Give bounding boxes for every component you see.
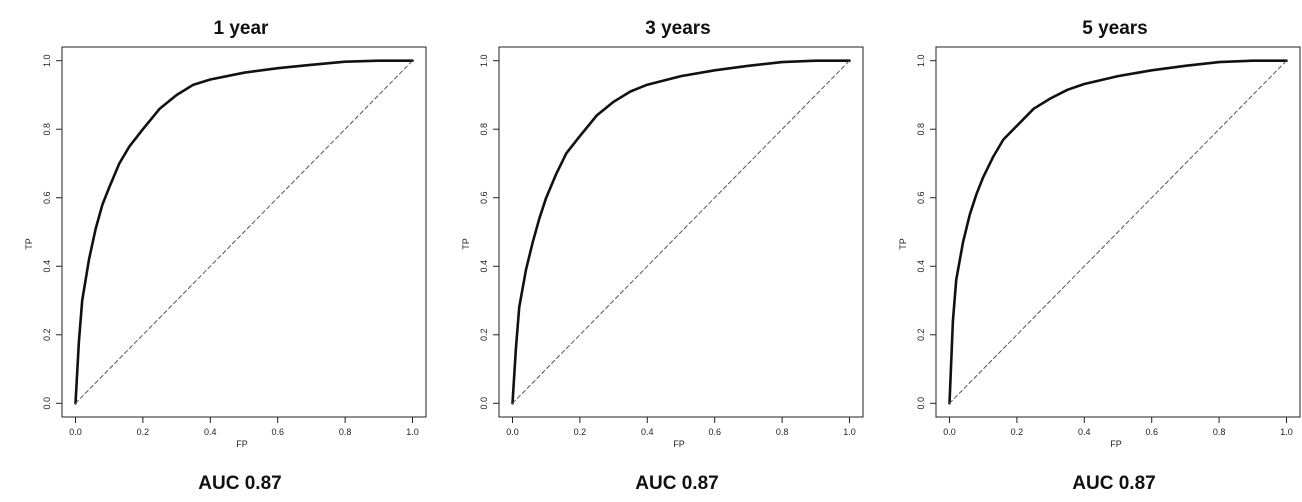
- roc-curve-line: [511, 59, 851, 405]
- y-tick-label: 0.6: [479, 191, 489, 204]
- roc-panel: 5 years 0.0 0.2 0.4 0.6 0.8 1.0 0.0 0.2 0.4 0.6 0.8…: [898, 18, 1301, 494]
- x-tick-label: 0.6: [271, 427, 284, 437]
- x-tick-label: 0.4: [641, 427, 654, 437]
- y-tick-label: 0.2: [479, 329, 489, 342]
- y-tick-label: 0.0: [916, 397, 926, 410]
- x-tick-label: 0.2: [1011, 427, 1024, 437]
- roc-panel: 3 years 0.0 0.2 0.4 0.6 0.8 1.0 0.0 0.2 0.4 0.6 0.8…: [461, 18, 864, 494]
- x-tick-label: 0.8: [776, 427, 789, 437]
- chart-title: 5 years: [1082, 18, 1148, 39]
- plot-frame: [935, 46, 1301, 418]
- x-tick-label: 0.2: [574, 427, 587, 437]
- x-tick-label: 0.0: [943, 427, 956, 437]
- reference-diagonal-line: [75, 60, 413, 404]
- plot-frame: [61, 46, 427, 418]
- y-tick-label: 0.0: [479, 397, 489, 410]
- plot-frame: [498, 46, 864, 418]
- x-axis-label: FP: [1110, 439, 1122, 449]
- x-tick-label: 0.4: [204, 427, 217, 437]
- x-tick-label: 0.0: [506, 427, 519, 437]
- x-tick-label: 0.4: [1078, 427, 1091, 437]
- y-tick-label: 1.0: [479, 54, 489, 67]
- roc-panel: 1 year 0.0 0.2 0.4 0.6 0.8 1.0 0.0 0.2 0.4 0.6 0.8 1…: [24, 18, 427, 494]
- x-tick-label: 1.0: [406, 427, 419, 437]
- x-axis-label: FP: [236, 439, 248, 449]
- reference-diagonal-line: [949, 60, 1287, 404]
- y-tick-label: 0.2: [916, 329, 926, 342]
- x-tick-label: 0.6: [1145, 427, 1158, 437]
- roc-curve-line: [948, 59, 1288, 405]
- x-tick-label: 0.0: [69, 427, 82, 437]
- y-axis-label: TP: [461, 238, 471, 250]
- y-tick-label: 0.4: [916, 260, 926, 273]
- chart-title: 3 years: [645, 18, 711, 39]
- y-tick-label: 0.4: [42, 260, 52, 273]
- x-tick-label: 1.0: [843, 427, 856, 437]
- reference-diagonal-line: [512, 60, 850, 404]
- y-tick-label: 0.6: [42, 191, 52, 204]
- y-tick-label: 0.8: [42, 123, 52, 136]
- x-tick-label: 1.0: [1280, 427, 1293, 437]
- y-tick-label: 0.8: [916, 123, 926, 136]
- y-tick-label: 0.8: [479, 123, 489, 136]
- y-tick-label: 0.2: [42, 329, 52, 342]
- x-tick-label: 0.2: [137, 427, 150, 437]
- y-tick-label: 0.6: [916, 191, 926, 204]
- chart-title: 1 year: [214, 18, 270, 39]
- y-axis-label: TP: [24, 238, 34, 250]
- x-tick-label: 0.6: [708, 427, 721, 437]
- y-tick-label: 0.0: [42, 397, 52, 410]
- roc-curve-line: [74, 59, 414, 405]
- x-tick-label: 0.8: [339, 427, 352, 437]
- auc-annotation: AUC 0.87: [198, 473, 281, 494]
- x-axis-label: FP: [673, 439, 685, 449]
- x-tick-label: 0.8: [1213, 427, 1226, 437]
- y-tick-label: 0.4: [479, 260, 489, 273]
- y-tick-label: 1.0: [42, 54, 52, 67]
- y-tick-label: 1.0: [916, 54, 926, 67]
- auc-annotation: AUC 0.87: [1072, 473, 1155, 494]
- y-axis-label: TP: [898, 238, 908, 250]
- auc-annotation: AUC 0.87: [635, 473, 718, 494]
